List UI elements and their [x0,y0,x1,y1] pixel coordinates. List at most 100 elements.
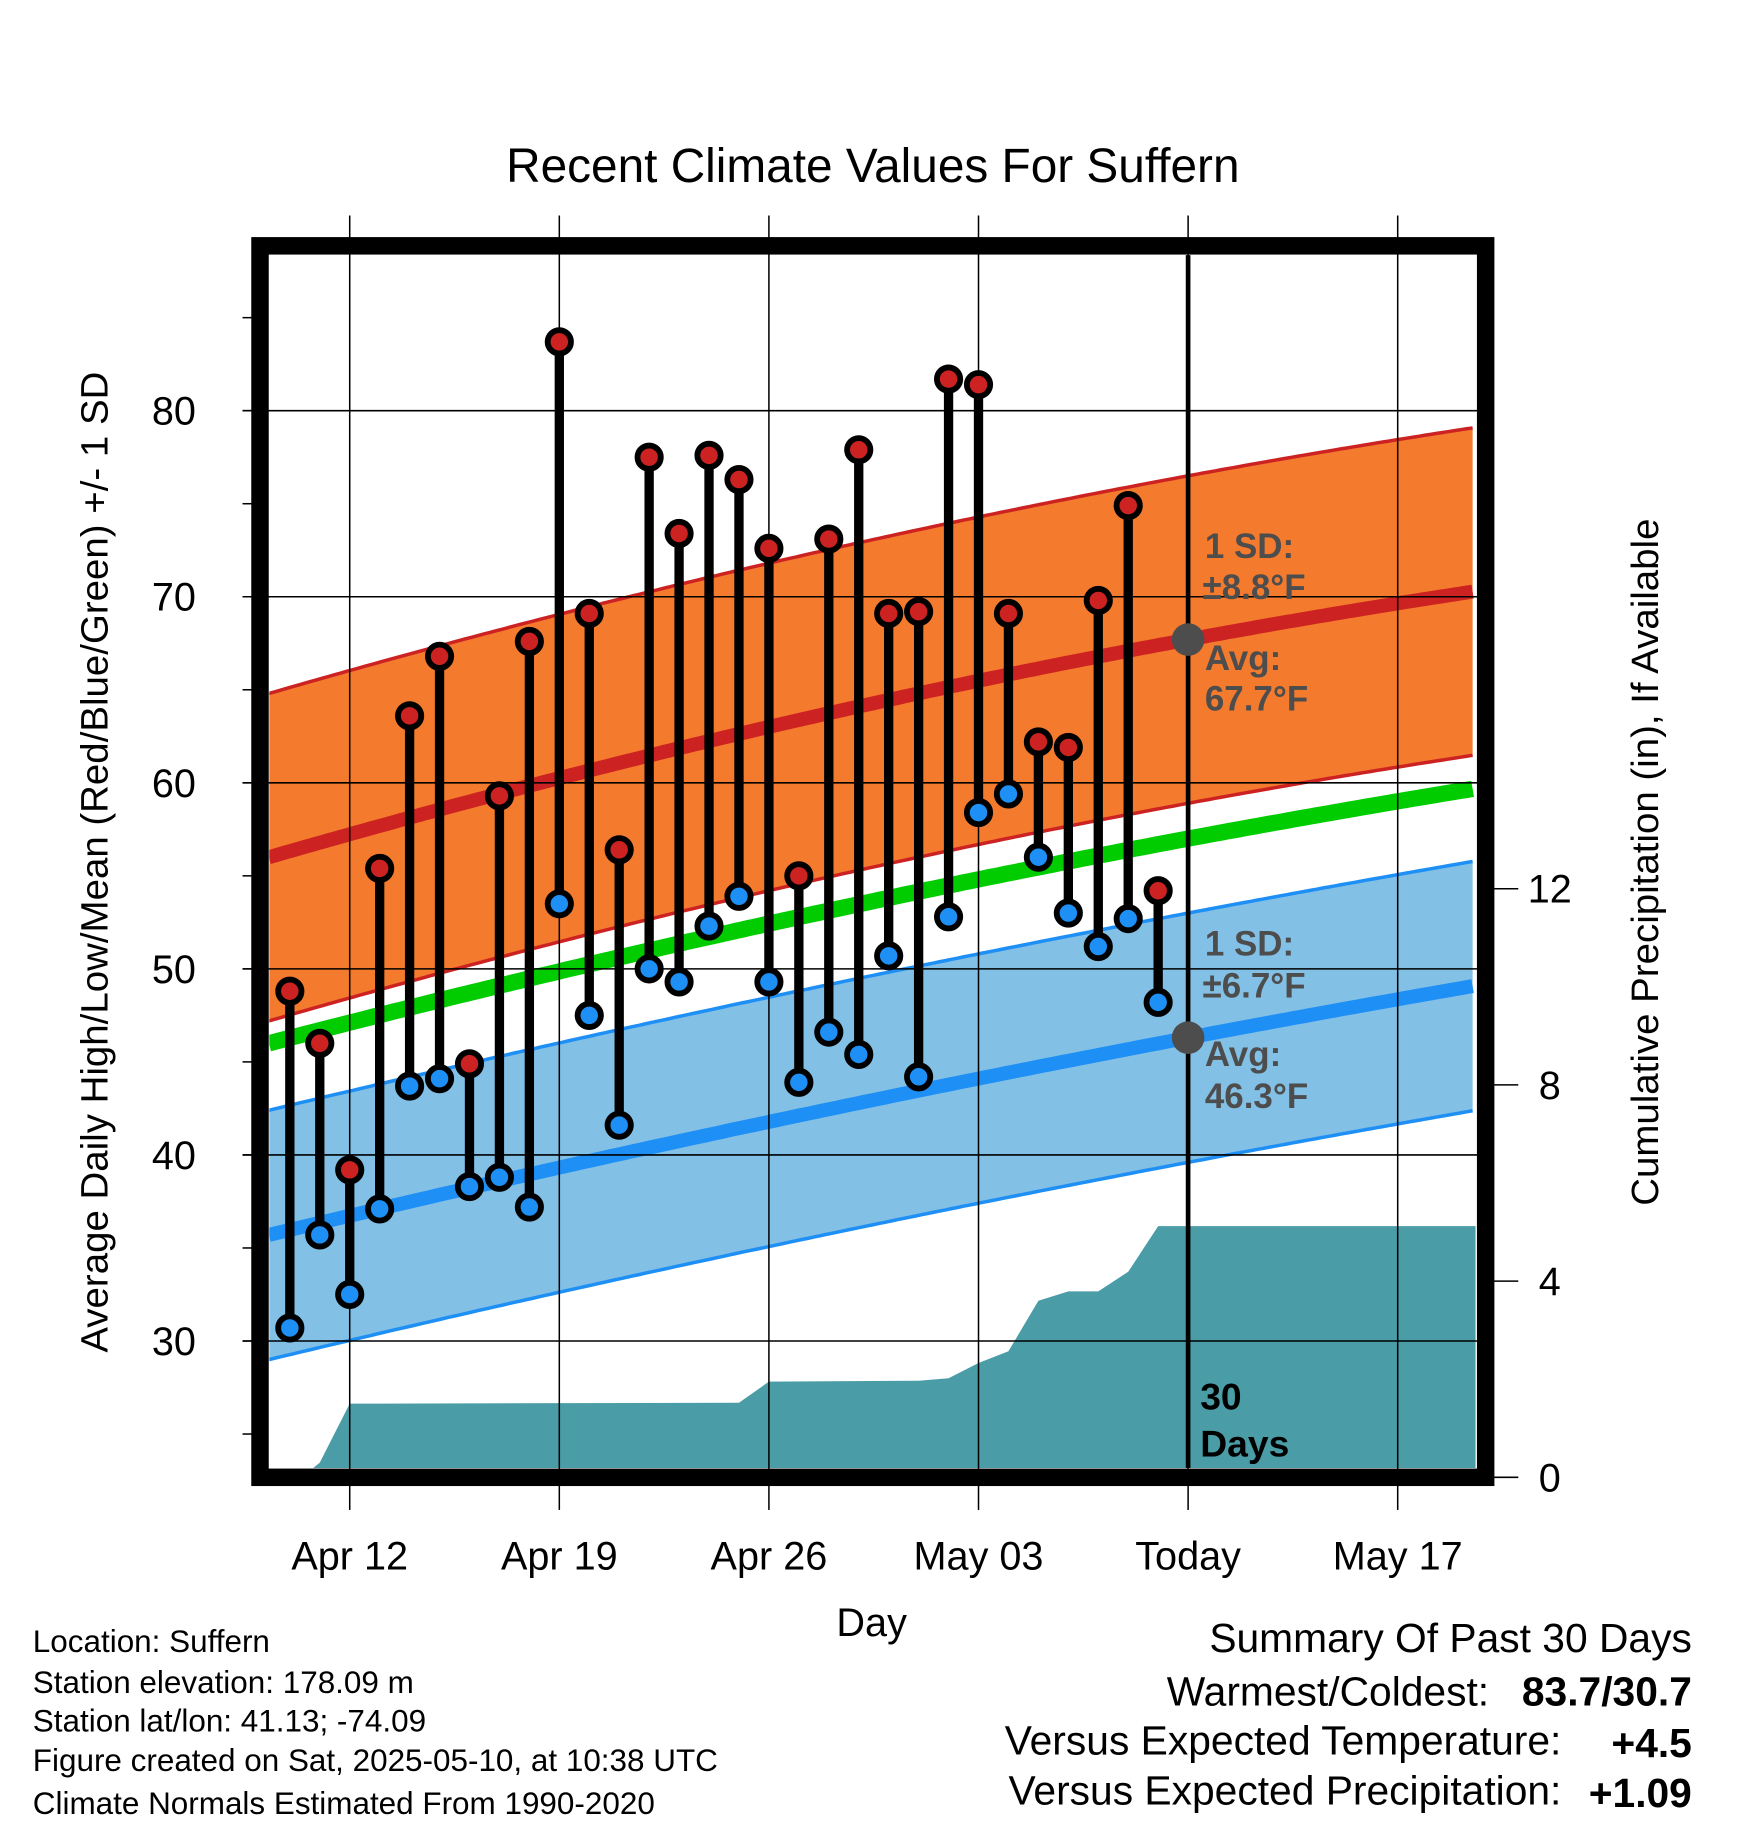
x-tick-label: Today [1135,1534,1241,1578]
low-point [664,967,694,997]
info-normals: Climate Normals Estimated From 1990-2020 [33,1786,655,1821]
high-point [395,701,425,731]
y-tick-label: 40 [152,1134,196,1178]
low-point [874,941,904,971]
high-point [275,976,305,1006]
high-point [1143,876,1173,906]
y2-tick-label: 12 [1528,868,1572,912]
plot-area [269,426,1476,1468]
low-point [754,967,784,997]
high-avg-label: Avg: [1205,639,1281,678]
station-info: Location: Suffern Station elevation: 178… [33,1624,718,1821]
warmest-label: Warmest/Coldest: [1167,1669,1489,1715]
low-sd-lower-line [269,1109,1473,1362]
chart-title: Recent Climate Values For Suffern [506,140,1239,193]
low-point [963,798,994,828]
low-point [1083,931,1113,962]
high-sd-value: ±8.8°F [1203,568,1306,607]
precip-area [313,1226,1476,1468]
avg-mean-line [269,780,1475,1052]
high-point [1083,585,1113,616]
low-point [814,1017,844,1047]
x-tick-label: Apr 26 [711,1534,828,1578]
days-count: 30 [1200,1376,1241,1418]
low-avg-value: 46.3°F [1205,1077,1308,1116]
high-point [874,598,904,629]
high-sd-band [269,427,1473,1021]
summary-title: Summary Of Past 30 Days [1209,1615,1692,1661]
y-tick-label: 50 [152,948,196,992]
high-point [694,440,724,470]
low-point [604,1110,634,1140]
avg-high-line [269,584,1474,864]
high-point [574,598,604,629]
precip-label: Versus Expected Precipitation: [1008,1768,1561,1814]
high-point [634,442,664,472]
x-tick-label: May 03 [914,1534,1044,1578]
low-point [724,881,754,911]
precip-value: +1.09 [1589,1770,1692,1816]
high-point [424,641,455,671]
high-avg-value: 67.7°F [1205,680,1308,719]
y-axis-label: Average Daily High/Low/Mean (Red/Blue/Gr… [73,372,116,1353]
high-point [724,464,754,495]
high-sd-upper-line [269,426,1473,696]
info-elevation: Station elevation: 178.09 m [33,1665,414,1700]
high-point [1113,491,1143,521]
y2-tick-label: 8 [1539,1064,1561,1108]
high-point [784,861,814,891]
summary: Summary Of Past 30 Days Warmest/Coldest:… [1005,1615,1692,1816]
high-sd-lower-line [269,753,1473,1023]
high-point [934,364,964,394]
days-word: Days [1200,1422,1289,1464]
low-point [544,889,574,919]
x-tick-label: Apr 19 [501,1534,618,1578]
low-sd-label: 1 SD: [1205,924,1294,963]
data-marks [275,255,1205,1468]
low-point [784,1067,814,1097]
info-created: Figure created on Sat, 2025-05-10, at 10… [33,1743,718,1778]
temp-value: +4.5 [1611,1720,1691,1766]
high-point [305,1028,335,1058]
y-tick-label: 80 [152,390,196,434]
low-point [993,779,1024,809]
high-point [993,598,1024,629]
low-point [574,1000,604,1030]
high-point [754,533,784,563]
high-point [1053,732,1083,763]
low-point [454,1172,485,1202]
info-latlon: Station lat/lon: 41.13; -74.09 [33,1703,426,1738]
plot-frame [251,237,1495,1487]
high-point [514,626,544,656]
low-point [484,1162,514,1192]
high-sd-label: 1 SD: [1205,527,1294,566]
x-tick-label: May 17 [1333,1534,1463,1578]
y-tick-label: 30 [152,1320,196,1364]
y2-tick-label: 4 [1539,1260,1561,1304]
y-tick-label: 70 [152,576,196,620]
low-point [514,1192,544,1222]
high-point [454,1049,485,1079]
high-point [1023,727,1053,757]
low-point [634,954,664,984]
today-low-avg-marker [1171,1021,1205,1055]
low-point [395,1071,425,1101]
low-avg-label: Avg: [1205,1035,1281,1074]
low-point [694,911,724,941]
high-point [544,327,574,357]
y2-tick-label: 0 [1539,1456,1561,1500]
low-point [1113,904,1143,934]
info-location: Location: Suffern [33,1624,270,1659]
low-point [275,1313,305,1343]
axes: 30 40 50 60 70 80 0 4 8 12 Apr 12 Apr 19 Apr 26 May 0… [152,316,1572,1578]
high-point [963,370,994,400]
low-point [335,1279,365,1310]
low-point [365,1194,395,1224]
low-point [424,1064,455,1094]
high-point [604,835,634,865]
low-sd-value: ±6.7°F [1203,966,1306,1005]
low-point [1023,842,1053,872]
low-sd-band [269,861,1473,1360]
high-point [844,435,874,465]
